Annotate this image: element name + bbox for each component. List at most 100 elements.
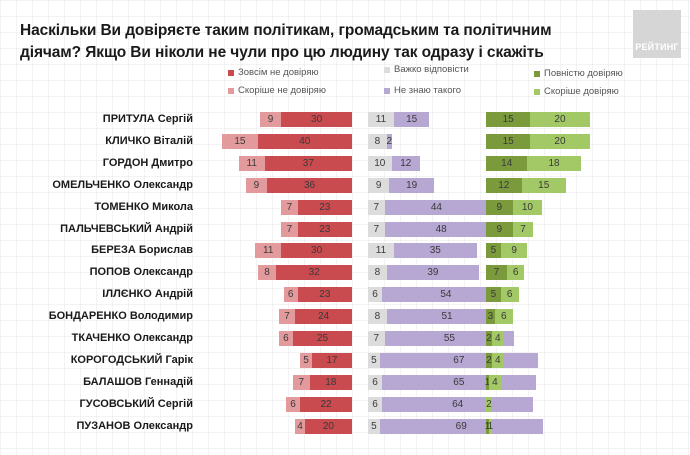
bar-dont-know: 54 <box>382 287 510 303</box>
chart-title: Наскільки Ви довіряєте таким політикам, … <box>20 22 552 61</box>
bar-dont-know: 51 <box>386 309 508 325</box>
bar-rather-distrust: 7 <box>278 309 296 325</box>
legend-label: Зовсім не довіряю <box>238 67 319 78</box>
data-label: 6 <box>372 398 378 410</box>
bar-dont-know: 12 <box>391 155 420 171</box>
bar-strongly-distrust: 20 <box>304 418 352 434</box>
bar-hard-to-answer: 6 <box>368 396 383 412</box>
data-label: 15 <box>234 135 246 147</box>
data-label: 23 <box>319 289 331 301</box>
data-label: 54 <box>440 289 452 301</box>
data-label: 5 <box>490 289 497 301</box>
data-label: 4 <box>492 376 498 388</box>
legend-item-dont-know: Не знаю такого <box>384 85 461 96</box>
bar-rather-trust: 4 <box>488 374 501 390</box>
data-label: 11 <box>375 245 387 257</box>
data-label: 9 <box>253 179 260 191</box>
data-label: 2 <box>486 398 492 410</box>
data-label: 32 <box>308 267 320 279</box>
legend-swatch <box>534 88 540 95</box>
bar-hard-to-answer: 6 <box>368 374 383 390</box>
data-label: 6 <box>500 311 507 323</box>
data-label: 9 <box>267 114 274 125</box>
data-label: 7 <box>284 311 290 323</box>
data-label: 6 <box>372 289 378 301</box>
data-label: 44 <box>430 201 442 213</box>
data-label: 12 <box>498 179 510 191</box>
data-label: 11 <box>246 157 257 169</box>
data-label: 4 <box>297 420 303 432</box>
bar-hard-to-answer: 8 <box>368 309 387 325</box>
data-label: 6 <box>290 398 296 410</box>
category-label: ПРИТУЛА Сергій <box>102 113 193 125</box>
bar-dont-know: 65 <box>382 374 536 390</box>
legend-label: Скоріше не довіряю <box>238 85 326 96</box>
bar-hard-to-answer: 11 <box>368 243 394 259</box>
bar-rather-distrust: 7 <box>281 199 298 215</box>
bar-dont-know: 48 <box>384 221 498 237</box>
bar-rather-distrust: 11 <box>255 243 282 259</box>
data-label: 2 <box>486 354 492 366</box>
data-label: 7 <box>286 201 293 213</box>
legend-item-fully-trust: Повністю довіряю <box>534 68 623 79</box>
data-label: 18 <box>325 376 337 388</box>
data-label: 6 <box>287 289 294 301</box>
legend-label: Важко відповісти <box>394 64 469 75</box>
data-label: 5 <box>371 420 377 432</box>
data-label: 7 <box>298 376 305 388</box>
bar-rather-trust: 6 <box>500 287 519 303</box>
data-label: 67 <box>453 354 465 366</box>
data-label: 30 <box>311 245 323 257</box>
data-label: 8 <box>374 311 381 323</box>
legend-swatch <box>384 87 390 94</box>
bar-hard-to-answer: 7 <box>368 331 385 346</box>
bar-rather-distrust: 7 <box>293 374 310 390</box>
bar-dont-know: 64 <box>382 396 534 412</box>
data-label: 9 <box>511 245 517 257</box>
category-label: БОНДАРЕНКО Володимир <box>48 310 193 323</box>
category-label: ПАЛЬЧЕВСЬКИЙ Андрій <box>60 222 193 235</box>
bar-rather-trust: 9 <box>500 243 528 259</box>
bar-dont-know: 44 <box>384 199 489 215</box>
bar-dont-know: 69 <box>379 418 543 434</box>
data-label: 23 <box>319 223 331 235</box>
bar-fully-trust: 7 <box>486 265 507 281</box>
bar-rather-distrust: 5 <box>300 352 312 368</box>
bar-rather-trust: 10 <box>512 199 543 215</box>
data-label: 5 <box>490 245 497 257</box>
data-label: 11 <box>375 114 387 125</box>
bar-dont-know: 35 <box>393 243 477 259</box>
data-label: 23 <box>319 201 331 213</box>
data-label: 7 <box>286 223 293 235</box>
data-label: 64 <box>452 398 464 410</box>
bar-strongly-distrust: 23 <box>297 287 352 303</box>
bar-rather-trust: 4 <box>491 331 504 346</box>
data-label: 15 <box>502 114 514 125</box>
category-label: ПУЗАНОВ Олександр <box>76 419 193 432</box>
bar-fully-trust: 5 <box>486 287 501 303</box>
data-label: 6 <box>372 376 378 388</box>
category-label: ІЛЛЄНКО Андрій <box>102 288 193 301</box>
data-label: 4 <box>495 333 501 344</box>
data-label: 69 <box>455 420 467 432</box>
data-label: 36 <box>303 179 316 191</box>
data-label: 20 <box>554 114 566 125</box>
bar-hard-to-answer: 8 <box>368 265 387 281</box>
legend-item-hard-to-answer: Важко відповісти <box>384 64 469 75</box>
category-label: БЕРЕЗА Борислав <box>91 244 193 257</box>
bar-strongly-distrust: 24 <box>295 309 352 325</box>
bar-rather-distrust: 15 <box>222 133 258 149</box>
bar-rather-trust: 6 <box>506 265 525 281</box>
data-label: 9 <box>496 201 503 213</box>
data-label: 19 <box>406 179 418 191</box>
legend-item-strongly-distrust: Зовсім не довіряю <box>228 67 319 78</box>
bar-rather-trust: 1 <box>487 418 494 434</box>
legend-label: Скоріше довіряю <box>544 86 619 97</box>
bar-rather-trust: 18 <box>527 155 581 171</box>
bar-rather-trust: 20 <box>530 112 590 127</box>
data-label: 20 <box>554 135 566 147</box>
data-label: 1 <box>487 420 494 432</box>
bar-strongly-distrust: 30 <box>281 112 352 127</box>
bar-fully-trust: 15 <box>486 112 531 127</box>
data-label: 39 <box>427 267 439 279</box>
